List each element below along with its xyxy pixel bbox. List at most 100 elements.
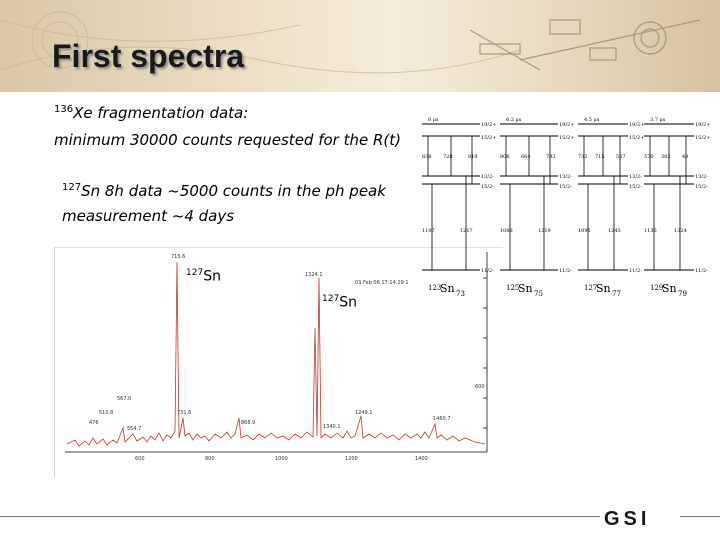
nuclide-symbol: Sn (596, 282, 611, 295)
spin-label: 15/2+ (559, 135, 574, 141)
gamma-energy: 1324 (674, 228, 687, 234)
mass-number: 127 (322, 294, 340, 304)
level-scheme-svg: 8 μs 19/2+ 15/2+ 13/2- 15/2- 11/2- 838 728 819 11… (422, 117, 710, 298)
gamma-energy: 664 (521, 154, 531, 160)
spin-label: 11/2- (559, 268, 572, 274)
gamma-energy: 1217 (460, 228, 473, 234)
spin-label: 15/2- (629, 184, 642, 190)
text-line-4: measurement ~4 days (62, 207, 235, 225)
mass-number: 136 (54, 104, 74, 115)
peak-label: 510.8 (99, 410, 113, 416)
isomer-halflife: 4.5 μs (584, 117, 600, 123)
gamma-energy: 728 (443, 154, 453, 160)
spin-label: 13/2- (481, 174, 494, 180)
spin-label: 11/2- (629, 268, 642, 274)
spin-label: 19/2+ (481, 122, 496, 128)
gamma-energy: 1095 (578, 228, 591, 234)
peak-label: 715.6 (171, 254, 185, 260)
nuclide-mass: 129 (650, 284, 663, 292)
spin-label: 13/2- (629, 174, 642, 180)
spin-label: 13/2- (695, 174, 708, 180)
nuclide-neutrons: 77 (612, 290, 621, 298)
spectrum-svg: 600 600 800 1000 1200 1400 715.6 1324.1 … (65, 252, 488, 462)
spin-label: 15/2- (559, 184, 572, 190)
nuclide-neutrons: 73 (456, 290, 465, 298)
mass-number: 127 (62, 182, 82, 193)
nuclide-neutrons: 75 (534, 290, 543, 298)
gamma-energy: 570 (644, 154, 654, 160)
nuclide-neutrons: 79 (678, 290, 687, 298)
gamma-energy: 1219 (538, 228, 551, 234)
nuclide-symbol: Sn (662, 282, 677, 295)
nuclide-mass: 123 (428, 284, 441, 292)
text-line-3: 127Sn 8h data ~5000 counts in the ph pea… (62, 182, 386, 200)
spin-label: 19/2+ (629, 122, 644, 128)
peak-label: 1249.1 (355, 410, 373, 416)
gamma-energy: 40 (682, 154, 688, 160)
sn127-label-2: 127Sn (322, 294, 357, 311)
spin-label: 13/2- (559, 174, 572, 180)
peak-label: 1460.7 (433, 416, 451, 422)
x-tick-label: 1400 (415, 456, 428, 462)
text-line-2: minimum 30000 counts requested for the R… (54, 131, 401, 149)
gsi-logo: GSI (600, 505, 680, 533)
header-decoration (0, 11, 701, 74)
nuclide-symbol: Sn (518, 282, 533, 295)
peak-label: 554.7 (127, 426, 141, 432)
spin-label: 15/2- (481, 184, 494, 190)
peak-label: 731.6 (177, 410, 191, 416)
gamma-energy: 1107 (422, 228, 435, 234)
spin-label: 19/2+ (559, 122, 574, 128)
line-text: Sn 8h data ~5000 counts in the ph peak (81, 182, 386, 200)
slide-title: First spectra (52, 38, 245, 74)
peak-label: 1324.1 (305, 272, 323, 278)
peak-label: 567.0 (117, 396, 131, 402)
spin-label: 11/2- (695, 268, 708, 274)
date-label: 03 Feb 06 17:14:29 1 (355, 280, 409, 286)
nuclide-mass: 127 (584, 284, 597, 292)
element-symbol: Sn (339, 294, 357, 311)
x-tick-label: 600 (135, 456, 145, 462)
gamma-energy: 1136 (644, 228, 657, 234)
spectrum-trace (66, 261, 486, 447)
gamma-energy: 793 (546, 154, 556, 160)
nuclide-mass: 125 (506, 284, 519, 292)
nuclide-symbol: Sn (440, 282, 455, 295)
footer-rule (0, 516, 720, 517)
gamma-energy: 1243 (608, 228, 621, 234)
text-line-1: 136Xe fragmentation data: (54, 104, 248, 122)
x-tick-label: 1200 (345, 456, 358, 462)
peak-label: 868.9 (241, 420, 255, 426)
element-symbol: Sn (203, 268, 221, 285)
gamma-energy: 567 (616, 154, 626, 160)
spin-label: 15/2+ (629, 135, 644, 141)
gsi-logo-svg: GSI (600, 508, 680, 530)
spin-label: 15/2+ (481, 135, 496, 141)
spin-label: 19/2+ (695, 122, 710, 128)
peak-label: 1340.1 (323, 424, 341, 430)
gamma-energy: 715 (595, 154, 605, 160)
spin-label: 15/2+ (695, 135, 710, 141)
gamma-spectrum: 600 600 800 1000 1200 1400 715.6 1324.1 … (54, 247, 503, 478)
spin-label: 15/2- (695, 184, 708, 190)
x-tick-label: 800 (205, 456, 215, 462)
isomer-halflife: 6.2 μs (506, 117, 522, 123)
gamma-energy: 806 (500, 154, 510, 160)
gamma-energy: 1088 (500, 228, 513, 234)
line-text: Xe fragmentation data: (73, 104, 249, 122)
spin-label: 11/2- (481, 268, 494, 274)
y-tick-label: 600 (475, 384, 485, 390)
logo-text: GSI (604, 508, 650, 529)
level-schemes: 8 μs 19/2+ 15/2+ 13/2- 15/2- 11/2- 838 728 819 11… (418, 110, 720, 300)
gamma-energy: 732 (578, 154, 588, 160)
mass-number: 127 (186, 268, 204, 278)
gamma-energy: 819 (468, 154, 478, 160)
peak-label: 476 (89, 420, 99, 426)
isomer-halflife: 8 μs (428, 117, 439, 123)
isomer-halflife: 3.7 μs (650, 117, 666, 123)
x-tick-label: 1000 (275, 456, 288, 462)
sn127-label-1: 127Sn (186, 268, 221, 285)
gamma-energy: 382 (661, 154, 671, 160)
header-banner (0, 0, 720, 92)
gamma-energy: 838 (422, 154, 432, 160)
